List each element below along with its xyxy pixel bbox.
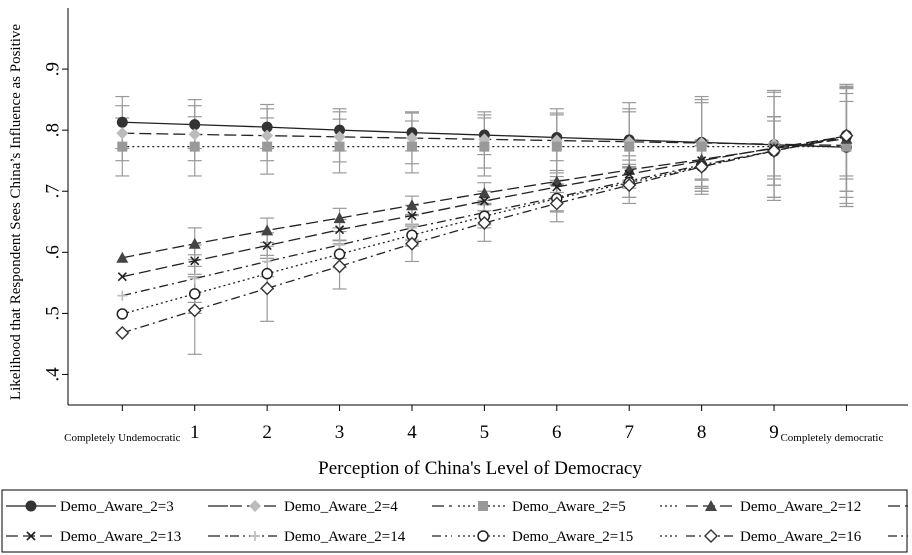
y-tick-label: .5 xyxy=(42,306,63,320)
data-point xyxy=(839,128,854,143)
data-point xyxy=(117,141,128,152)
data-point xyxy=(332,259,347,274)
data-point xyxy=(405,132,418,145)
data-point xyxy=(188,128,201,141)
data-point xyxy=(334,141,345,152)
data-point xyxy=(333,130,346,143)
data-point xyxy=(694,159,709,174)
data-point xyxy=(549,196,564,211)
data-point xyxy=(333,212,346,224)
x-tick-label: 2 xyxy=(262,422,272,443)
data-point xyxy=(333,248,346,260)
data-point xyxy=(260,281,275,296)
plot-area xyxy=(115,83,854,355)
data-point xyxy=(116,251,129,263)
data-point xyxy=(407,211,417,221)
y-tick-label: .6 xyxy=(42,245,63,259)
data-point xyxy=(261,129,274,142)
data-point xyxy=(117,272,127,282)
data-point xyxy=(116,127,129,140)
data-point xyxy=(116,116,128,128)
y-tick-label: .7 xyxy=(42,184,63,198)
data-point xyxy=(261,267,273,280)
legend-label: Demo_Aware_2=5 xyxy=(512,499,626,515)
legend-marker xyxy=(704,529,718,543)
data-point xyxy=(187,303,202,318)
data-point xyxy=(767,143,782,158)
data-point xyxy=(261,224,274,236)
data-point xyxy=(841,141,852,152)
y-tick-label: .4 xyxy=(42,367,63,382)
legend-label: Demo_Aware_2=12 xyxy=(740,499,861,515)
data-point xyxy=(624,141,635,152)
data-point xyxy=(188,237,201,249)
y-axis-title: Likelihood that Respondent Sees China’s … xyxy=(8,24,24,401)
legend-marker xyxy=(477,530,489,542)
y-tick-label: .8 xyxy=(42,123,63,137)
data-point xyxy=(479,196,489,206)
series-line xyxy=(122,135,847,278)
data-point xyxy=(622,178,637,193)
data-point xyxy=(334,239,345,250)
x-tick-label: 5 xyxy=(480,422,490,443)
legend-marker xyxy=(705,500,717,511)
legend-label: Demo_Aware_2=14 xyxy=(284,529,406,545)
x-tick-label: 8 xyxy=(697,422,707,443)
data-point xyxy=(262,241,272,251)
y-tick-label: .9 xyxy=(42,62,63,76)
legend-label: Demo_Aware_2=16 xyxy=(740,529,862,545)
legend-label: Demo_Aware_2=4 xyxy=(284,499,398,515)
data-point xyxy=(551,141,562,152)
data-point xyxy=(262,256,273,267)
legend: Demo_Aware_2=3 Demo_Aware_2=4 Demo_Aware_2… xyxy=(1,489,908,553)
legend-marker xyxy=(249,500,261,512)
x-tick-label: 6 xyxy=(552,422,562,443)
data-point xyxy=(116,308,129,320)
x-tick-label: 9 xyxy=(769,422,779,443)
data-point xyxy=(404,236,419,251)
data-point xyxy=(405,199,418,211)
data-point xyxy=(406,141,417,152)
data-point xyxy=(624,169,634,179)
data-point xyxy=(334,225,345,235)
legend-marker xyxy=(250,531,260,541)
data-point xyxy=(696,141,707,152)
data-point xyxy=(189,141,200,152)
legend-box xyxy=(1,489,908,553)
data-point xyxy=(479,141,490,152)
x-axis-title: Perception of China's Level of Democracy xyxy=(318,458,642,479)
x-tick-label: 4 xyxy=(407,422,417,443)
legend-marker xyxy=(25,500,37,512)
x-tick-label: Completely democratic xyxy=(780,432,883,444)
series-line xyxy=(122,135,847,334)
data-point xyxy=(477,216,492,230)
data-point xyxy=(189,119,201,131)
axes: Perception of China's Level of Democracy… xyxy=(8,8,908,479)
legend-label: Demo_Aware_2=15 xyxy=(512,529,633,545)
legend-marker xyxy=(478,501,488,511)
data-point xyxy=(190,256,200,266)
x-tick-label: 7 xyxy=(624,422,634,443)
data-point xyxy=(188,288,201,300)
x-tick-label: 1 xyxy=(190,422,200,443)
legend-label: Demo_Aware_2=13 xyxy=(60,529,181,545)
legend-marker xyxy=(26,531,36,541)
legend-label: Demo_Aware_2=3 xyxy=(60,499,174,515)
data-point xyxy=(189,273,200,284)
data-point xyxy=(552,182,562,192)
data-point xyxy=(478,187,491,199)
x-tick-label: 3 xyxy=(335,422,345,443)
data-point xyxy=(115,325,130,340)
x-tick-label: Completely Undemocratic xyxy=(64,432,180,444)
data-point xyxy=(262,141,273,152)
data-point xyxy=(117,290,128,301)
